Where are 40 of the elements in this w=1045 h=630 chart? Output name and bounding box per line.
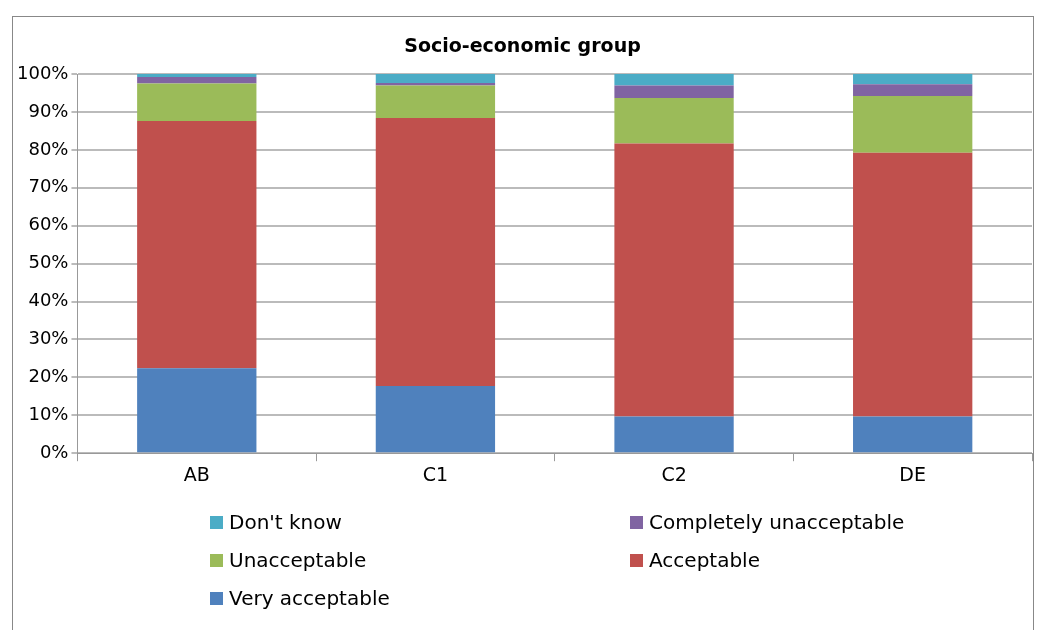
y-tick-label: 10% [28,402,69,424]
bar [614,416,734,453]
y-tick-label: 90% [28,99,69,121]
y-tick-label: 60% [28,213,69,235]
bar [375,117,496,387]
y-tick-label: 40% [28,289,69,311]
legend-label: Unacceptable [228,548,368,572]
bar [853,74,973,85]
legend-label: Completely unacceptable [648,510,906,534]
y-tick-label: 80% [28,137,69,159]
y-tick-label: 70% [28,175,69,197]
bar [614,74,734,86]
bar [137,74,257,78]
y-tick-label: 30% [28,327,69,349]
y-tick-label: 100% [16,61,69,83]
x-tick-label: C1 [422,462,449,485]
bar [614,143,734,417]
bar [375,85,496,118]
x-tick-label: C2 [661,462,687,485]
y-tick-label: 0% [39,440,69,462]
bar [614,97,734,144]
bar [853,95,973,153]
legend-label: Very acceptable [228,586,391,610]
bar [137,83,257,122]
chart-title: Socio-economic group [403,34,642,56]
bar [853,84,973,96]
legend-label: Don't know [228,510,343,534]
bar [375,74,496,84]
y-tick-label: 50% [28,251,69,273]
bar [137,368,257,453]
bar [375,386,496,453]
legend-label: Acceptable [648,548,761,572]
bar [853,416,973,453]
x-tick-label: AB [183,462,210,485]
x-tick-label: DE [899,462,926,485]
bar [614,85,734,98]
bar [137,121,257,369]
bar [137,77,257,84]
y-tick-label: 20% [28,365,69,387]
bar [853,152,973,417]
